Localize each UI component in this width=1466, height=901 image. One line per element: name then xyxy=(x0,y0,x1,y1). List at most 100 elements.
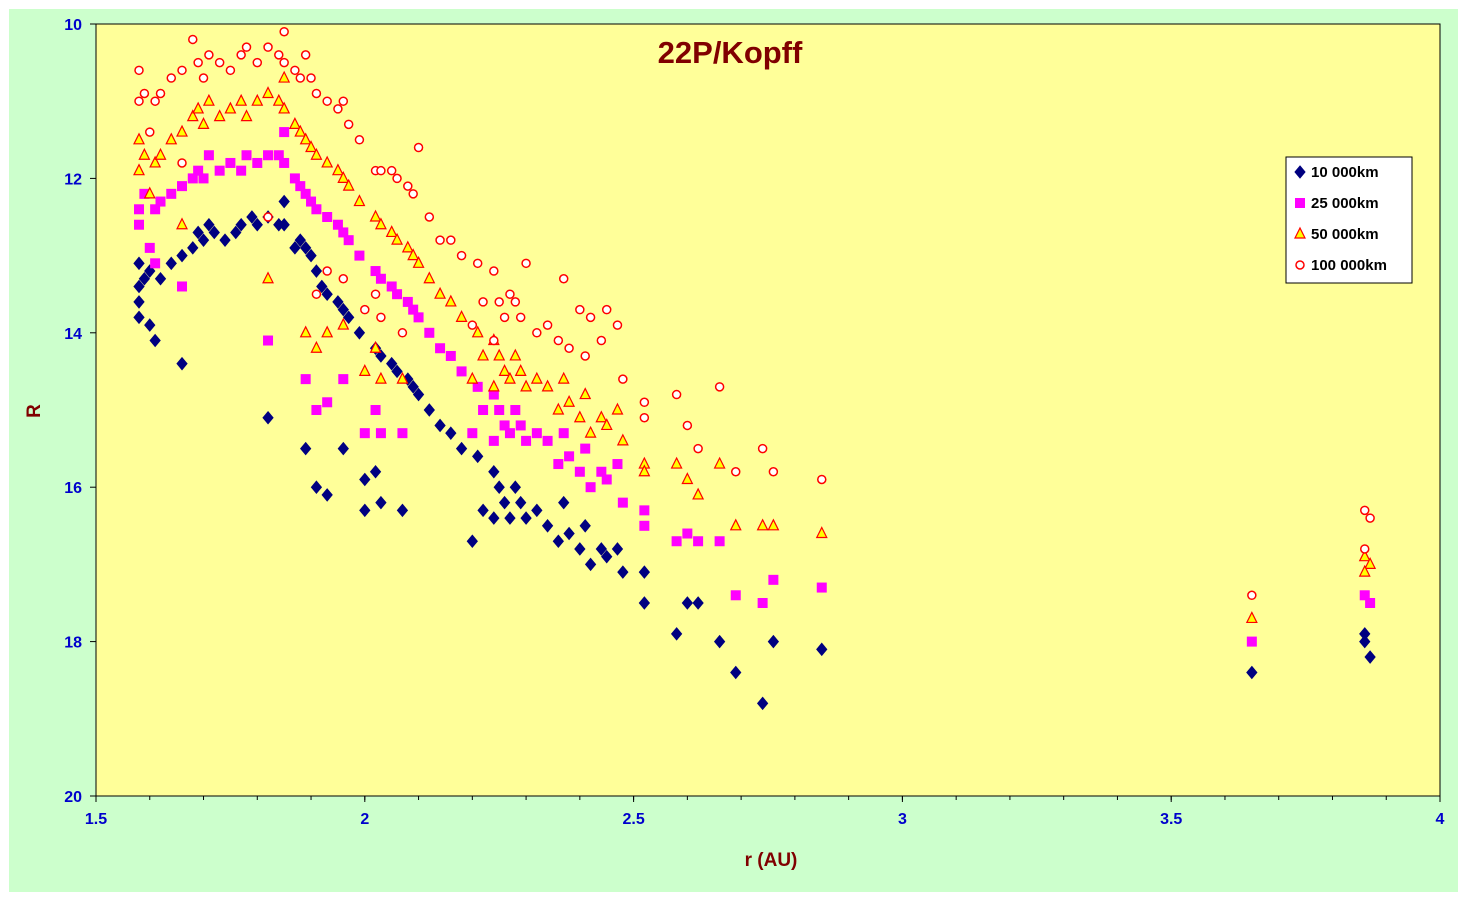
series-0 xyxy=(133,194,1376,711)
data-point xyxy=(273,150,284,161)
data-point xyxy=(331,163,344,176)
data-point xyxy=(392,289,403,300)
data-point xyxy=(445,426,457,440)
data-point xyxy=(509,480,521,494)
data-point xyxy=(397,428,408,439)
data-point xyxy=(435,343,446,354)
data-point xyxy=(176,248,188,263)
data-point xyxy=(322,212,333,222)
data-point xyxy=(489,266,499,276)
data-point xyxy=(730,590,741,601)
data-point xyxy=(263,42,273,52)
data-point xyxy=(520,379,533,392)
data-point xyxy=(374,371,387,384)
legend-marker xyxy=(1294,226,1306,239)
data-point xyxy=(600,418,613,431)
data-point xyxy=(295,73,306,83)
data-point xyxy=(396,371,409,384)
data-point xyxy=(321,488,333,502)
data-point xyxy=(521,435,532,446)
data-point xyxy=(681,472,694,485)
data-point xyxy=(311,204,322,215)
data-point xyxy=(230,225,242,240)
data-point xyxy=(203,217,215,232)
data-point xyxy=(407,248,420,261)
data-point xyxy=(278,101,291,114)
data-point xyxy=(730,467,741,477)
data-point xyxy=(360,304,370,315)
data-point xyxy=(558,274,569,284)
data-point xyxy=(300,374,311,385)
data-point xyxy=(639,397,650,408)
data-point xyxy=(376,165,386,176)
data-point xyxy=(585,482,596,493)
data-point xyxy=(1246,665,1258,680)
data-point xyxy=(595,410,608,423)
data-point xyxy=(756,696,769,711)
data-point xyxy=(176,124,188,137)
data-point xyxy=(1359,634,1371,649)
data-point xyxy=(505,289,515,299)
data-point xyxy=(467,320,478,330)
data-point xyxy=(1364,650,1376,664)
data-point xyxy=(305,248,317,263)
data-point xyxy=(241,42,252,52)
data-point xyxy=(396,503,409,518)
data-point xyxy=(311,88,322,99)
data-point xyxy=(219,233,231,247)
data-point xyxy=(391,364,403,379)
data-point xyxy=(670,456,683,469)
data-point xyxy=(235,217,247,232)
data-point xyxy=(532,328,542,338)
data-marks xyxy=(133,26,1377,711)
data-point xyxy=(494,297,504,307)
data-point xyxy=(423,271,436,284)
data-point xyxy=(294,233,306,247)
data-point xyxy=(488,389,499,400)
data-point xyxy=(504,428,515,439)
data-point xyxy=(177,65,187,76)
data-point xyxy=(149,155,162,168)
data-point xyxy=(288,117,301,129)
data-point xyxy=(816,642,828,657)
legend-label: 50 000km xyxy=(1311,226,1379,243)
data-point xyxy=(638,464,651,477)
data-point xyxy=(693,536,704,547)
data-point xyxy=(1359,544,1370,554)
data-point xyxy=(494,405,505,415)
data-point xyxy=(520,511,532,525)
data-point xyxy=(542,320,553,330)
data-point xyxy=(510,297,521,307)
data-point xyxy=(498,495,511,510)
data-point xyxy=(310,480,323,494)
data-point xyxy=(295,181,306,192)
data-point xyxy=(343,235,354,246)
data-point xyxy=(386,356,398,371)
data-point xyxy=(1365,513,1375,523)
data-point xyxy=(193,57,203,68)
data-point xyxy=(252,57,263,68)
data-point xyxy=(757,598,768,608)
data-point xyxy=(671,536,682,547)
data-point xyxy=(514,364,527,376)
data-point xyxy=(611,542,624,556)
data-point xyxy=(272,93,285,106)
data-point xyxy=(208,225,220,240)
data-point xyxy=(692,596,704,610)
data-point xyxy=(370,289,381,299)
data-point xyxy=(150,204,161,215)
data-point xyxy=(353,194,366,207)
data-point xyxy=(370,405,381,415)
data-point xyxy=(413,312,424,323)
plot-area xyxy=(95,23,1441,797)
series-1 xyxy=(134,127,1376,647)
data-point xyxy=(596,466,607,477)
data-point xyxy=(612,459,623,470)
data-point xyxy=(310,147,323,160)
data-point xyxy=(279,127,290,138)
data-point xyxy=(354,250,365,261)
data-point xyxy=(338,274,349,284)
data-point xyxy=(601,549,613,564)
data-point xyxy=(1358,564,1371,577)
data-point xyxy=(333,104,343,114)
